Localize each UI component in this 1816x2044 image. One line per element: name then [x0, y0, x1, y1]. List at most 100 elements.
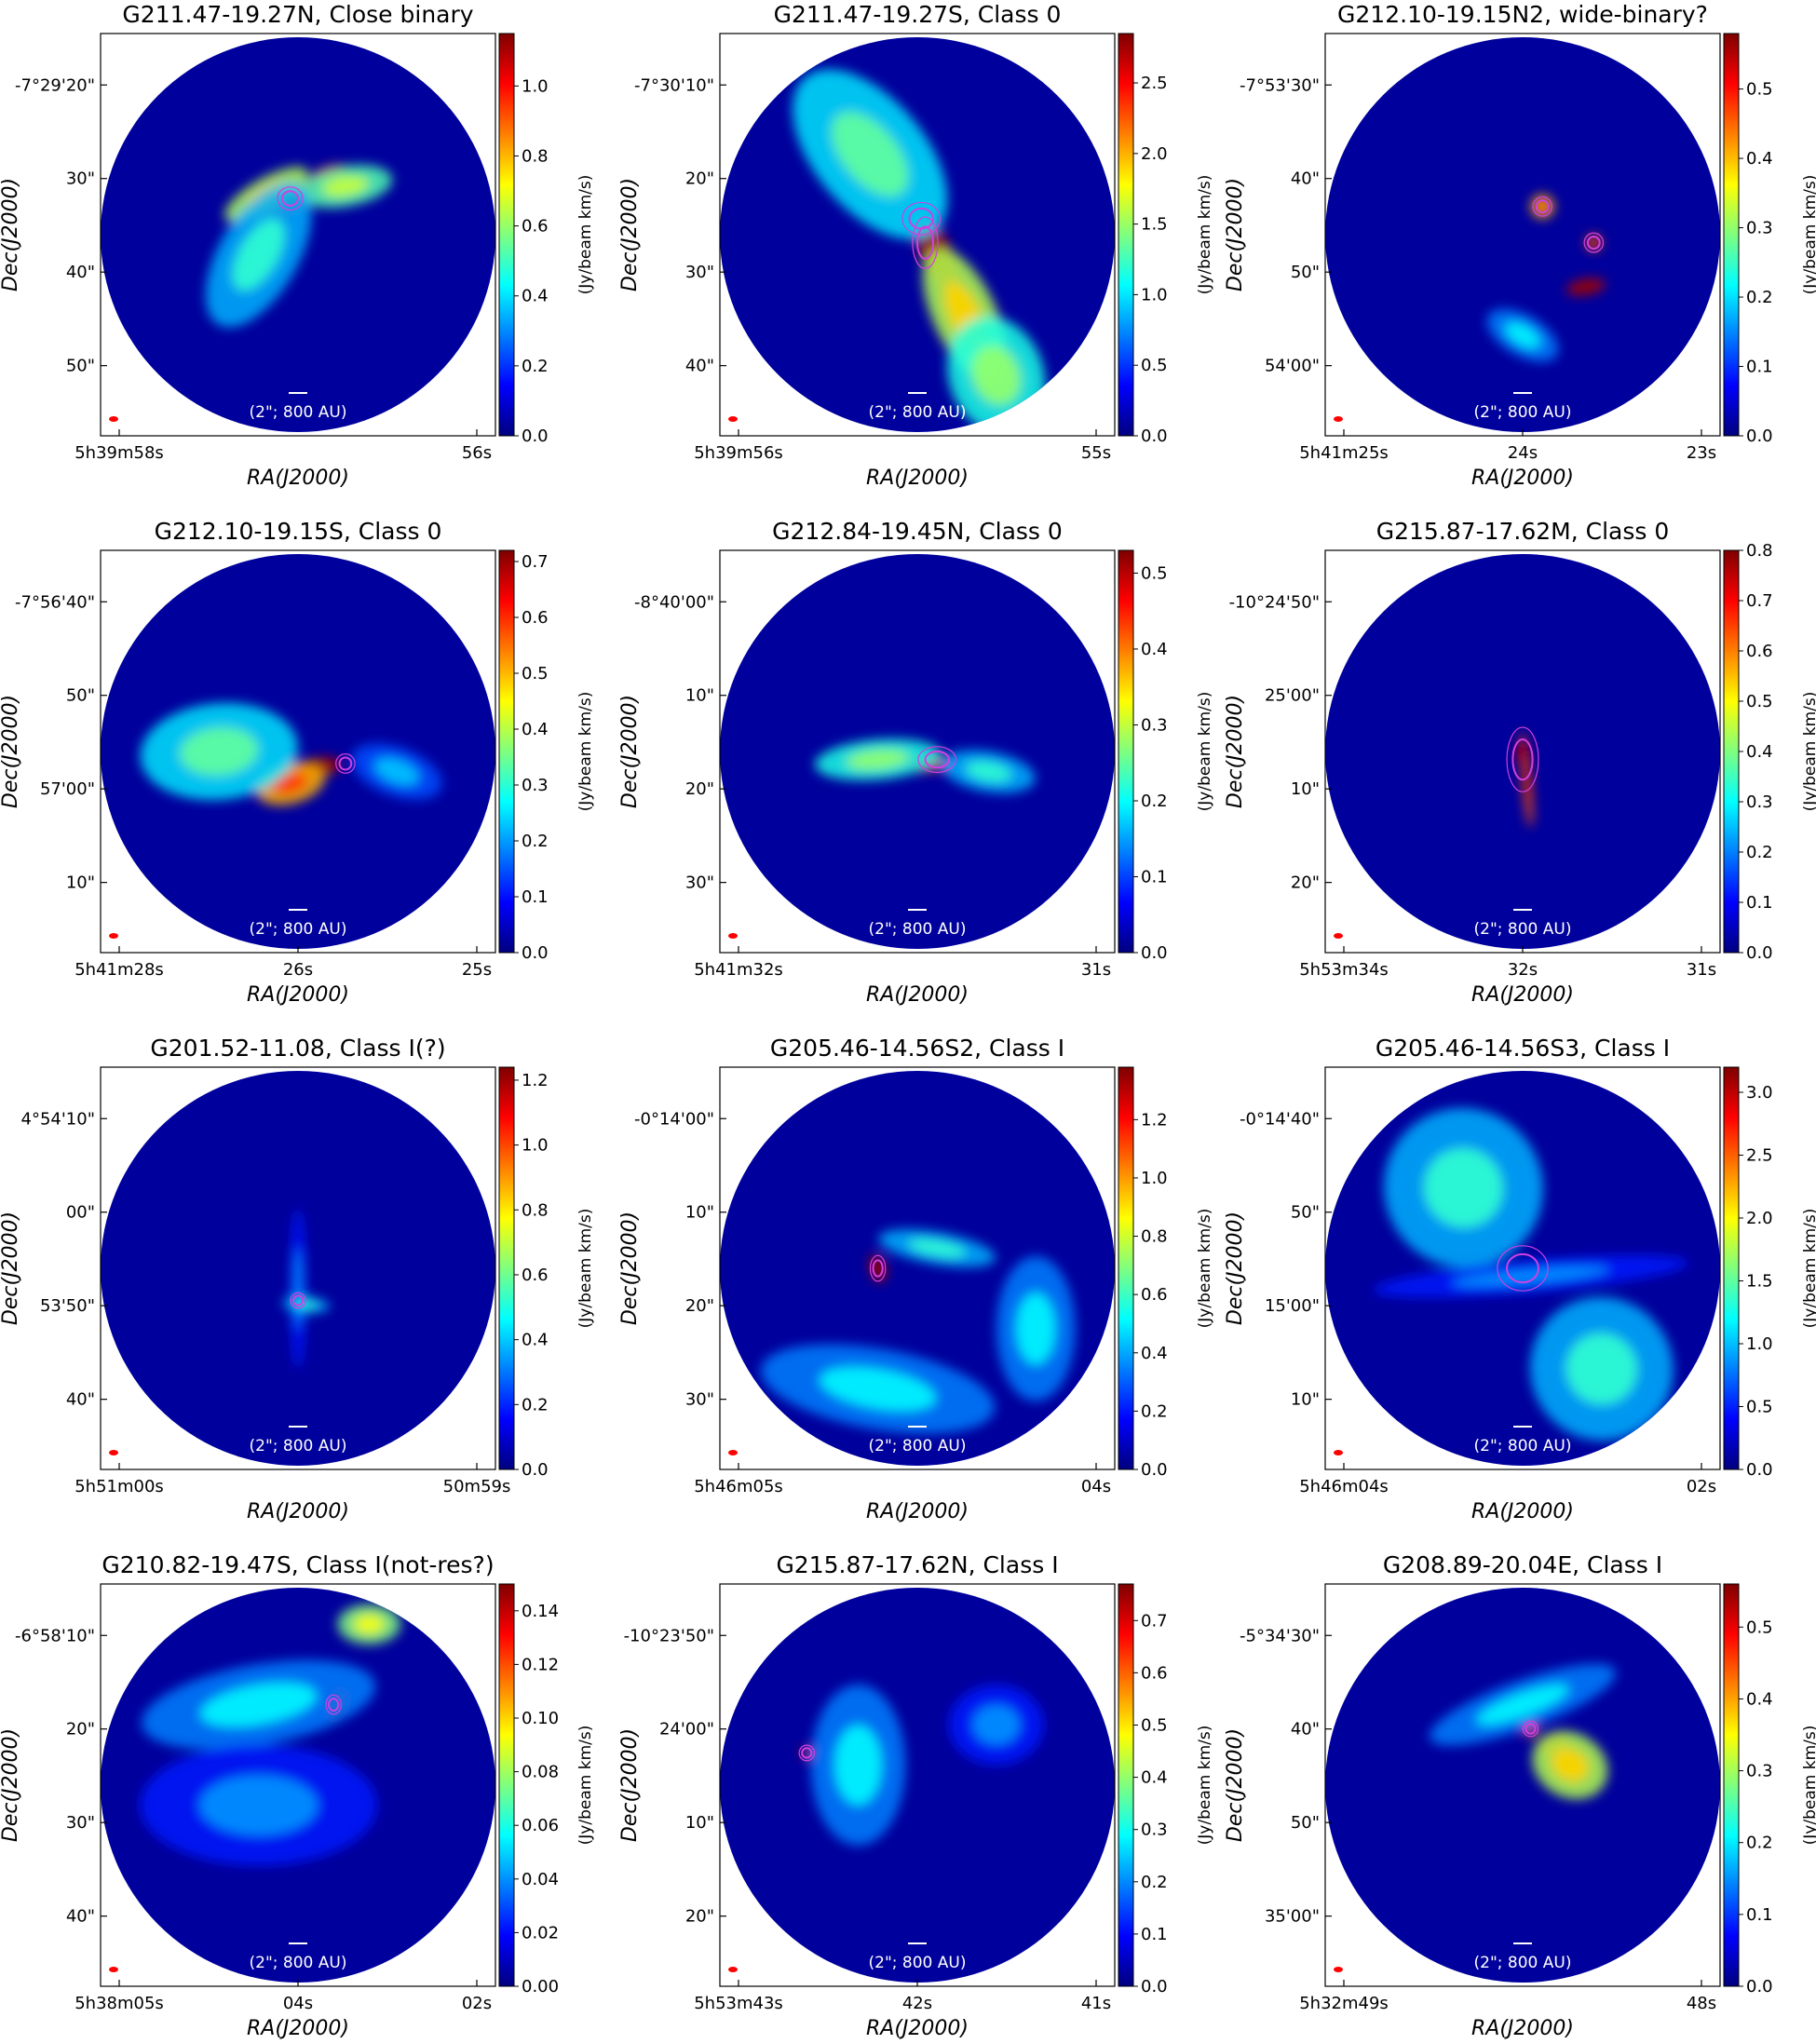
- x-axis-label: RA(J2000): [247, 983, 349, 1007]
- colorbar-tick-label: 0.2: [522, 832, 549, 851]
- dec-tick-label: -10°23'50": [624, 1626, 714, 1645]
- panel-10: G210.82-19.47S, Class I(not-res?) (2"; 80…: [0, 1551, 595, 2040]
- map-disk: [1325, 1588, 1720, 1983]
- emission-layer: [140, 1604, 401, 1866]
- colorbar-tick-label: 0.0: [522, 1460, 549, 1480]
- colorbar-tick-label: 0.2: [1141, 1873, 1168, 1892]
- dec-tick-label: 40": [66, 263, 95, 282]
- colorbar-label: (Jy/beam km/s): [1196, 692, 1214, 812]
- colorbar-tick-label: 0.4: [1746, 742, 1773, 762]
- dec-tick-label: 30": [685, 1390, 714, 1410]
- colorbar-tick-label: 0.08: [522, 1763, 559, 1782]
- colorbar-tick-label: 0.5: [1746, 1398, 1773, 1417]
- dec-tick-label: -10°24'50": [1229, 592, 1320, 612]
- emission-core: [1551, 1748, 1590, 1782]
- colorbar-tick-label: 0.14: [522, 1602, 559, 1621]
- dec-tick-label: 30": [66, 1813, 95, 1833]
- colorbar-tick-label: 0.3: [1746, 792, 1773, 812]
- colorbar-tick-label: 0.8: [522, 1200, 549, 1220]
- x-axis-label: RA(J2000): [866, 467, 969, 490]
- dec-tick-label: 40": [66, 1390, 95, 1410]
- panel-8: G205.46-14.56S2, Class I (2"; 800 AU) -0°1…: [618, 1035, 1214, 1523]
- colorbar-label: (Jy/beam km/s): [1801, 175, 1816, 295]
- colorbar-tick-label: 0.0: [522, 426, 549, 446]
- plot-frame: [719, 549, 1116, 954]
- ra-tick-label: 5h39m58s: [75, 443, 164, 463]
- dec-tick-label: 10": [685, 1813, 714, 1833]
- emission-core: [1523, 755, 1530, 805]
- contour: [328, 1698, 340, 1712]
- x-axis-label: RA(J2000): [247, 1500, 349, 1523]
- colorbar-tick-label: 0.3: [522, 776, 549, 795]
- panel-title: G212.10-19.15S, Class 0: [155, 518, 442, 545]
- dec-tick-label: 50": [66, 686, 95, 706]
- panel-2: G211.47-19.27S, Class 0 (2"; 800 AU) -7°30…: [618, 1, 1214, 490]
- x-axis-label: RA(J2000): [247, 467, 349, 490]
- emission-core: [971, 345, 1022, 405]
- colorbar-tick-label: 0.0: [1746, 1977, 1773, 1997]
- colorbar-tick-label: 2.5: [1746, 1146, 1773, 1166]
- colorbar-tick-label: 0.0: [1141, 1460, 1168, 1480]
- colorbar-tick-label: 0.4: [522, 720, 549, 739]
- x-axis-label: RA(J2000): [866, 2017, 969, 2040]
- contour-outer: [277, 186, 304, 211]
- colorbar-tick-label: 0.00: [522, 1977, 559, 1997]
- emission-core: [907, 1239, 967, 1258]
- dec-tick-label: 10": [685, 1203, 714, 1223]
- emission-core: [846, 749, 910, 770]
- colorbar-tick-label: 0.02: [522, 1923, 559, 1942]
- beam-marker: [109, 1967, 118, 1972]
- emission-core: [373, 757, 420, 786]
- colorbar-tick-label: 0.8: [522, 146, 549, 166]
- contour: [1525, 1723, 1537, 1735]
- colorbar: [1723, 1066, 1740, 1470]
- ra-tick-label: 23s: [1687, 443, 1716, 463]
- ra-tick-label: 04s: [283, 1994, 313, 2013]
- emission-layer: [1373, 1107, 1688, 1442]
- colorbar-tick-label: 0.0: [1746, 1460, 1773, 1480]
- scale-label: (2"; 800 AU): [869, 1437, 967, 1455]
- emission-core: [199, 1775, 318, 1835]
- emission-core: [874, 1261, 883, 1276]
- colorbar-tick-label: 0.2: [1141, 792, 1168, 811]
- beam-marker: [109, 1450, 118, 1455]
- beam-marker: [1334, 933, 1343, 939]
- colorbar-tick-label: 0.1: [1141, 1925, 1168, 1944]
- panel-4: G212.10-19.15S, Class 0 (2"; 800 AU) -7°56…: [0, 518, 595, 1007]
- dec-tick-label: 00": [66, 1203, 95, 1223]
- emission-core: [1565, 1333, 1638, 1405]
- emission-core: [1475, 1684, 1570, 1726]
- colorbar-tick-label: 0.6: [1141, 1663, 1168, 1683]
- y-axis-label: Dec(J2000): [618, 178, 642, 291]
- plot-frame: [1324, 1583, 1721, 1987]
- panel-1: G211.47-19.27N, Close binary (2"; 800 AU)…: [0, 1, 595, 490]
- scale-label: (2"; 800 AU): [250, 1954, 347, 1972]
- dec-tick-label: 53'50": [40, 1296, 95, 1316]
- dec-tick-label: 20": [685, 1296, 714, 1316]
- colorbar-tick-label: 0.3: [1141, 715, 1168, 735]
- colorbar-tick-label: 1.0: [1141, 1169, 1168, 1188]
- contour-outer: [335, 752, 356, 774]
- panel-title: G211.47-19.27S, Class 0: [774, 1, 1062, 28]
- contour: [281, 190, 299, 207]
- y-axis-label: Dec(J2000): [0, 1212, 22, 1325]
- colorbar-label: (Jy/beam km/s): [1196, 1209, 1214, 1329]
- emission-core: [1504, 321, 1541, 349]
- colorbar-tick-label: 0.06: [522, 1816, 559, 1835]
- ra-tick-label: 31s: [1687, 960, 1716, 980]
- contour-outer: [1532, 196, 1552, 217]
- contour: [1511, 738, 1534, 781]
- y-axis-label: Dec(J2000): [618, 1212, 642, 1325]
- map-disk: [1325, 37, 1720, 432]
- emission-core: [1519, 745, 1526, 758]
- x-axis-label: RA(J2000): [1471, 467, 1574, 490]
- ra-tick-label: 42s: [902, 1994, 932, 2013]
- emission-core: [1536, 200, 1549, 213]
- colorbar: [1118, 33, 1134, 437]
- emission-core: [1016, 1292, 1056, 1365]
- emission-layer: [814, 738, 1036, 793]
- beam-marker: [728, 416, 738, 422]
- colorbar: [498, 33, 515, 437]
- colorbar-tick-label: 0.0: [522, 943, 549, 963]
- scale-label: (2"; 800 AU): [869, 1954, 967, 1972]
